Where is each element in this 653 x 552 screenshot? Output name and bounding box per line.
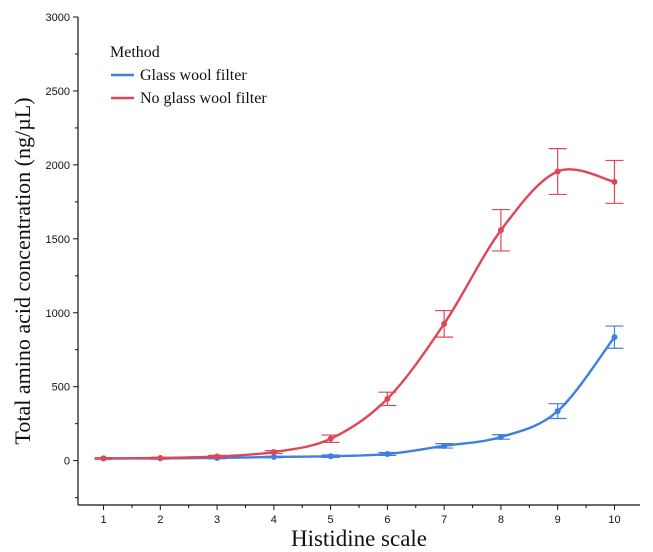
plot-area xyxy=(94,148,624,462)
data-point xyxy=(384,450,391,457)
x-axis-ticks: 1 2 3 4 5 6 7 8 9 10 xyxy=(100,505,621,526)
x-tick-label: 2 xyxy=(157,514,163,526)
y-tick-label: 2500 xyxy=(46,86,70,98)
series-line xyxy=(103,168,615,460)
legend-title: Method xyxy=(110,44,160,61)
x-tick-label: 4 xyxy=(271,514,277,526)
data-point xyxy=(497,227,504,234)
series-line xyxy=(103,336,616,460)
data-point xyxy=(100,455,107,462)
data-point xyxy=(327,435,334,442)
data-point xyxy=(384,395,391,402)
data-point xyxy=(554,408,561,415)
x-tick-label: 8 xyxy=(498,514,504,526)
y-tick-label: 3000 xyxy=(46,12,70,24)
data-point xyxy=(270,449,277,456)
y-tick-label: 1500 xyxy=(46,234,70,246)
x-tick-label: 1 xyxy=(100,514,106,526)
x-tick-label: 9 xyxy=(555,514,561,526)
legend: Method Glass wool filter No glass wool fi… xyxy=(110,44,267,107)
y-axis-ticks: 0 500 1000 1500 2000 2500 3000 xyxy=(46,12,78,499)
legend-label: No glass wool filter xyxy=(140,90,267,107)
y-axis-title: Total amino acid concentration (ng/µL) xyxy=(10,97,35,444)
data-point xyxy=(327,453,334,460)
data-point xyxy=(611,334,618,341)
y-tick-label: 1000 xyxy=(46,308,70,320)
data-point xyxy=(214,453,221,460)
data-point xyxy=(611,178,618,185)
x-tick-label: 7 xyxy=(441,514,447,526)
y-tick-label: 2000 xyxy=(46,160,70,172)
series-glass-wool-filter xyxy=(94,325,624,462)
y-tick-label: 0 xyxy=(64,456,70,468)
data-point xyxy=(497,433,504,440)
data-point xyxy=(157,454,164,461)
x-tick-label: 6 xyxy=(384,514,390,526)
y-tick-label: 500 xyxy=(52,382,70,394)
data-point xyxy=(441,442,448,449)
x-tick-label: 5 xyxy=(328,514,334,526)
data-point xyxy=(554,168,561,175)
data-point xyxy=(270,453,277,460)
legend-label: Glass wool filter xyxy=(140,67,247,84)
x-tick-label: 3 xyxy=(214,514,220,526)
data-point xyxy=(441,320,448,327)
x-tick-label: 10 xyxy=(608,514,620,526)
series-no-glass-wool-filter xyxy=(94,148,624,462)
x-axis-title: Histidine scale xyxy=(291,526,427,551)
